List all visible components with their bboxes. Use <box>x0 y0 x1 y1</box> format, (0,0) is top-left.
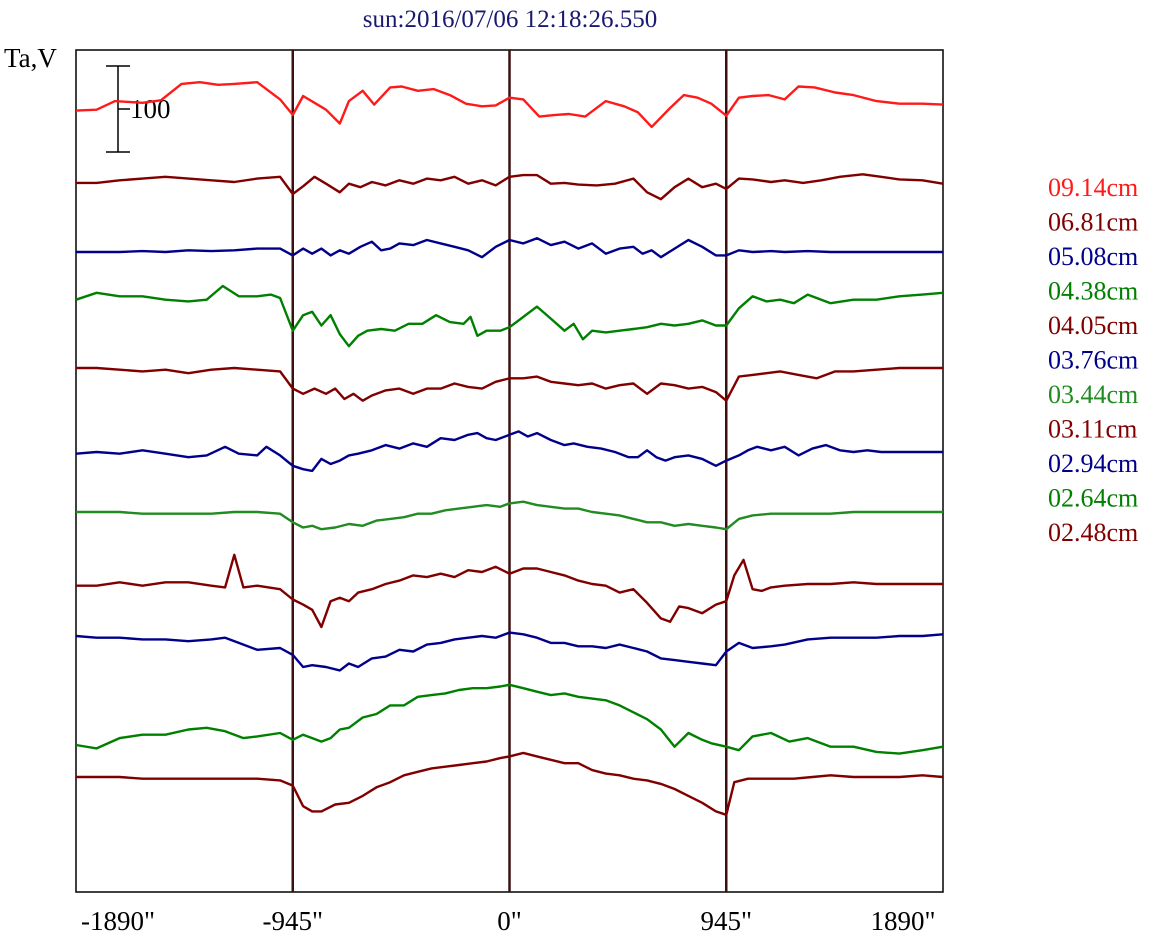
legend-entry: 03.76cm <box>1048 346 1138 375</box>
legend-entry: 02.94cm <box>1048 449 1138 478</box>
legend-entry: 04.05cm <box>1048 311 1138 340</box>
series-line-03.76cm <box>75 430 943 473</box>
series-line-02.48cm <box>76 751 944 816</box>
x-tick-label: 945" <box>700 906 752 936</box>
legend-entry: 03.44cm <box>1048 380 1138 409</box>
x-tick-labels: -1890" -945" 0" 945" 1890" <box>81 906 936 936</box>
legend-entry: 02.48cm <box>1048 518 1138 547</box>
y-axis-label: Ta,V <box>4 43 57 73</box>
legend-entry: 09.14cm <box>1048 173 1138 202</box>
series-lines <box>75 80 944 816</box>
series-line-04.05cm <box>76 366 943 402</box>
reference-lines <box>291 50 728 892</box>
x-tick-label: -945" <box>262 906 323 936</box>
chart-title: sun:2016/07/06 12:18:26.550 <box>363 6 657 33</box>
x-tick-label: 1890" <box>870 906 935 936</box>
legend-entry: 06.81cm <box>1048 208 1138 237</box>
scale-bar: 100 <box>106 65 171 153</box>
series-line-09.14cm <box>75 80 944 129</box>
series-line-06.81cm <box>76 173 944 201</box>
series-line-02.94cm <box>75 631 944 672</box>
legend: 09.14cm 06.81cm 05.08cm 04.38cm 04.05cm 03.76… <box>1048 173 1138 547</box>
legend-entry: 04.38cm <box>1048 277 1138 306</box>
x-tick-label: -1890" <box>81 906 155 936</box>
legend-entry: 03.11cm <box>1048 415 1137 444</box>
series-line-04.38cm <box>75 284 944 348</box>
x-tick-label: 0" <box>497 906 522 936</box>
legend-entry: 05.08cm <box>1048 242 1138 271</box>
series-line-05.08cm <box>76 236 943 259</box>
series-line-03.11cm <box>76 553 943 629</box>
legend-entry: 02.64cm <box>1048 484 1138 513</box>
series-line-02.64cm <box>75 683 944 755</box>
series-line-03.44cm <box>76 500 943 531</box>
